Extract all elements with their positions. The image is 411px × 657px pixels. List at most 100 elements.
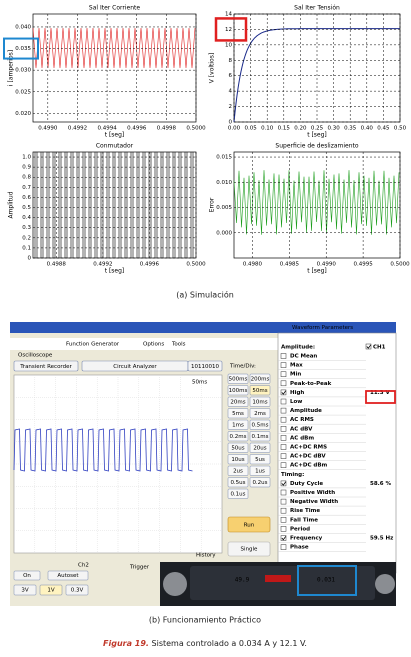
- time-button-label: 100ms: [229, 388, 248, 394]
- param-label: Duty Cycle: [290, 481, 323, 487]
- time-button-label: 200ms: [251, 377, 270, 383]
- time-button-label: 1ms: [232, 423, 244, 429]
- x-tick-label: 0.4990: [317, 262, 337, 268]
- time-button-label: 500ms: [229, 377, 248, 383]
- time-button: [227, 465, 249, 476]
- x-axis-label: t [seg]: [105, 268, 125, 275]
- time-button-label: 5ms: [232, 411, 244, 417]
- time-button-label: 0.1us: [230, 492, 245, 498]
- y-tick-label: 0.5: [22, 205, 31, 211]
- checkbox: [280, 535, 287, 541]
- y-tick-label: 0.020: [15, 111, 31, 117]
- x-tick-label: 0.45: [377, 126, 390, 132]
- y-tick-label: 14: [225, 12, 232, 18]
- meter-reading: 49.9: [235, 577, 250, 584]
- volt-label: 3V: [21, 588, 28, 594]
- x-axis-label: t [seg]: [307, 132, 327, 139]
- plot-title: Conmutador: [96, 143, 134, 150]
- param-label: AC dBV: [290, 426, 313, 432]
- checkbox: [280, 462, 287, 468]
- x-tick-label: 0.15: [278, 126, 291, 132]
- time-button: [249, 442, 271, 453]
- waveform: [233, 28, 400, 123]
- waveform: [32, 28, 196, 69]
- time-button: [227, 419, 249, 430]
- history-label: History: [196, 553, 216, 559]
- checkbox: [280, 353, 287, 359]
- x-tick-label: 0.10: [261, 126, 274, 132]
- y-tick-label: 0.000: [216, 230, 232, 236]
- control-label: On: [23, 573, 31, 579]
- channel-label: Ch2: [78, 563, 89, 569]
- param-label: AC RMS: [290, 417, 314, 423]
- time-button: [249, 396, 271, 407]
- figure-text: Sistema controlado a 0.034 A y 12.1 V.: [149, 639, 307, 648]
- channel-header: CH1: [373, 345, 386, 351]
- title-bar: [10, 322, 396, 333]
- checkbox: [280, 498, 287, 505]
- y-tick-label: 8: [229, 58, 233, 64]
- amplitude-label: Amplitude:: [281, 345, 315, 351]
- param-value: 58.6 %: [370, 481, 391, 487]
- param-label: AC+DC dBV: [290, 454, 326, 460]
- time-button-label: 10us: [231, 457, 244, 463]
- time-button-label: 10ms: [252, 400, 267, 406]
- y-axis-label: V [voltios]: [209, 53, 216, 83]
- y-tick-label: 0.015: [216, 155, 232, 161]
- time-button-label: 2ms: [254, 411, 266, 417]
- figure-label: Figura 19.: [103, 639, 149, 648]
- volt-label: 0.3V: [71, 588, 84, 594]
- meter-indicator: [265, 575, 291, 582]
- x-tick-label: 0.4988: [47, 262, 67, 268]
- x-tick-label: 0.4996: [140, 262, 160, 268]
- knob: [163, 572, 187, 596]
- param-label: Peak-to-Peak: [290, 381, 332, 387]
- y-tick-label: 0.8: [22, 175, 31, 181]
- checkbox: [280, 426, 287, 432]
- control-button: [13, 570, 41, 581]
- time-button-label: 0.5us: [230, 480, 245, 486]
- scope-waveform: [13, 428, 193, 472]
- button-label: Circuit Analyzer: [113, 364, 157, 370]
- y-tick-label: 2: [229, 104, 233, 110]
- checkbox: [280, 544, 287, 550]
- knob: [375, 574, 395, 594]
- volt-button: [13, 584, 37, 596]
- time-button: [227, 385, 249, 396]
- menu-item: Tools: [171, 342, 186, 348]
- check: [281, 536, 287, 541]
- check: [281, 481, 287, 486]
- x-tick-label: 0.5000: [186, 262, 206, 268]
- params-panel: [277, 332, 397, 574]
- time-button-label: 0.1ms: [252, 434, 269, 440]
- run-label: Run: [244, 523, 255, 529]
- param-label: Period: [290, 526, 310, 532]
- y-tick-label: 0.010: [216, 180, 232, 186]
- x-tick-label: 0.4992: [68, 126, 87, 132]
- y-tick-label: 0.4: [22, 215, 31, 221]
- highlight-box: [365, 390, 396, 404]
- x-axis-label: t [seg]: [105, 132, 125, 139]
- control-button: [47, 570, 89, 581]
- caption-b: (b) Funcionamiento Práctico: [149, 616, 261, 625]
- params-title: Waveform Parameters: [292, 325, 353, 331]
- checkbox: [280, 371, 287, 377]
- check: [281, 390, 287, 395]
- x-tick-label: 0.4994: [97, 126, 117, 132]
- time-button-label: 1us: [255, 469, 265, 475]
- time-button: [249, 431, 271, 442]
- trigger-label: Trigger: [129, 565, 150, 571]
- time-button-label: 0.2us: [252, 480, 267, 486]
- time-button: [227, 373, 249, 384]
- y-tick-label: 0.9: [22, 165, 31, 171]
- x-tick-label: 0.4998: [157, 126, 177, 132]
- y-tick-label: 12: [225, 27, 232, 33]
- meter-panel: [190, 566, 375, 600]
- volt-label: 1V: [47, 588, 54, 594]
- param-label: Min: [290, 372, 301, 378]
- x-tick-label: 0.4985: [280, 262, 300, 268]
- x-tick-label: 0.40: [361, 126, 374, 132]
- checkbox: [280, 489, 287, 496]
- x-tick-label: 0.50: [394, 126, 407, 132]
- caption-a: (a) Simulación: [176, 290, 234, 300]
